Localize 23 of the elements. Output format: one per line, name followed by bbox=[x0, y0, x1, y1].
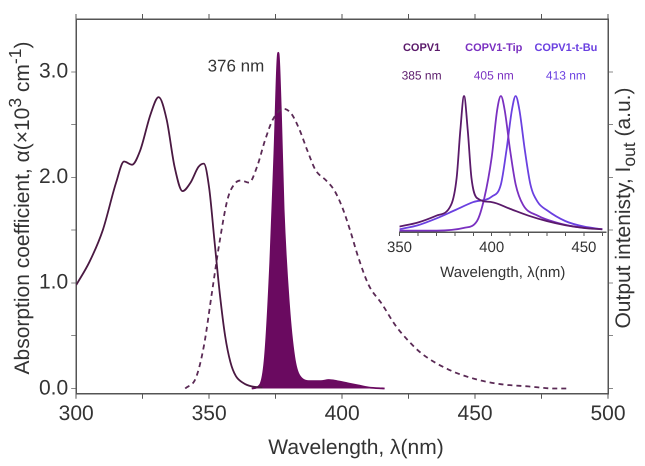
x-tick-label: 300 bbox=[58, 402, 94, 426]
x-tick-label: 350 bbox=[192, 402, 227, 426]
x-tick-label: 400 bbox=[479, 239, 504, 256]
line-series bbox=[76, 96, 264, 388]
annotation: 376 nm bbox=[208, 56, 264, 76]
y-tick-label: 2.0 bbox=[38, 165, 68, 188]
x-tick-label: 350 bbox=[387, 239, 412, 256]
text: COPV1-Tip bbox=[465, 42, 523, 54]
line-series bbox=[184, 108, 570, 390]
x-tick-label: 400 bbox=[324, 402, 360, 426]
annotation: 413 nm bbox=[546, 68, 586, 82]
y-tick-label: 3.0 bbox=[38, 60, 68, 83]
text: COPV1 bbox=[402, 42, 440, 54]
y-tick-label: 0.0 bbox=[38, 376, 68, 400]
x-axis-title: Wavelength, λ(nm) bbox=[440, 264, 566, 282]
annotation: 405 nm bbox=[474, 68, 514, 82]
x-tick-label: 450 bbox=[571, 239, 596, 256]
y-tick-label: 1.0 bbox=[38, 270, 68, 294]
x-tick-label: 500 bbox=[590, 402, 626, 426]
x-axis-title: Wavelength, λ(nm) bbox=[268, 436, 444, 460]
text: COPV1-t-Bu bbox=[534, 42, 598, 54]
x-tick-label: 450 bbox=[458, 402, 493, 426]
annotation: 385 nm bbox=[402, 68, 442, 82]
